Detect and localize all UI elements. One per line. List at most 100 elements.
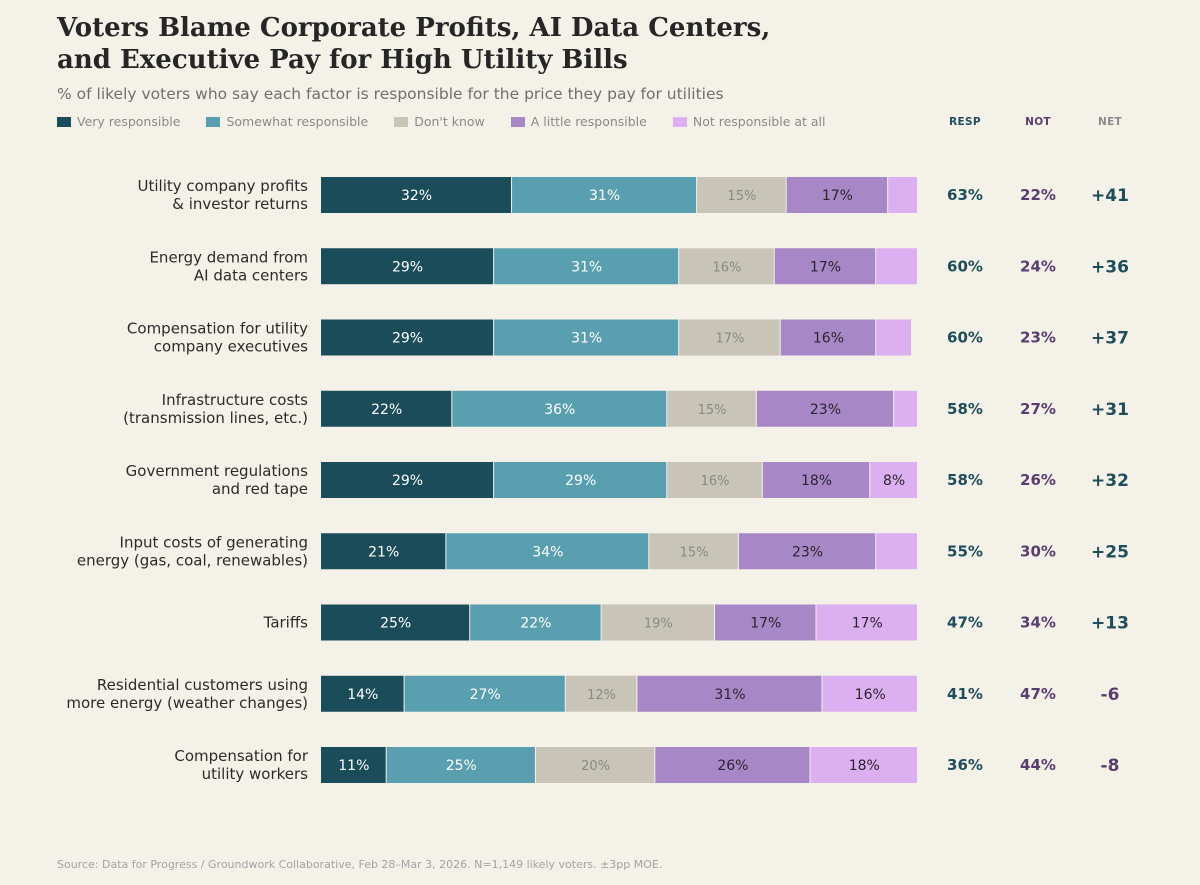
not-value: 30% [1020,542,1056,560]
not-value: 23% [1020,329,1056,347]
legend-swatch-very [57,116,71,127]
bar-value-label: 29% [392,473,423,489]
net-value: +41 [1091,186,1129,206]
bar-segment [321,533,446,570]
bar-value-label: 29% [565,473,596,489]
bar-segment [321,675,404,712]
bar-value-label: 15% [698,403,727,418]
bar-value-label: 16% [713,260,742,275]
bar-segment [601,604,715,641]
category-label: Energy demand from [149,248,308,266]
source-note: Source: Data for Progress / Groundwork C… [57,858,663,871]
bar-segment [870,462,917,498]
bar-value-label: 27% [470,687,501,703]
legend-item-not: Not responsible at all [672,114,826,129]
category-label: (transmission lines, etc.) [123,409,308,427]
bar-segment [470,604,601,641]
category-label: company executives [154,338,308,356]
resp-value: 47% [947,614,983,632]
bar-value-label: 23% [810,402,841,418]
bar-value-label: 31% [589,188,620,204]
bar-segment [637,675,822,712]
resp-value: 55% [947,542,983,560]
bar-value-label: 23% [792,544,823,560]
legend-swatch-little [510,116,525,127]
net-value: -6 [1101,685,1120,705]
net-value: +13 [1091,614,1129,634]
bar-segment [756,390,894,427]
bar-segment [655,747,810,783]
bar-value-label: 17% [852,616,883,632]
bar-segment [386,747,535,783]
resp-value: 60% [947,257,983,275]
bar-segment [321,248,494,285]
bar-value-label: 36% [544,402,575,418]
category-label: utility workers [202,765,309,783]
bar-segment [816,604,917,641]
bar-segment [667,462,762,498]
bar-value-label: 32% [401,188,432,204]
bar-value-label: 20% [581,759,610,774]
bar-segment [888,177,917,213]
column-header-net: NET [1097,116,1123,128]
category-label: energy (gas, coal, renewables) [77,551,308,569]
bar-segment [876,248,917,285]
legend-swatch-not [672,116,687,127]
bar-segment [894,390,917,427]
not-value: 47% [1020,685,1056,703]
bar-segment [876,319,912,356]
bar-value-label: 17% [810,259,841,275]
bar-segment [321,747,386,783]
legend-swatch-somewhat [206,116,221,127]
bar-segment [810,747,917,783]
bar-value-label: 19% [644,617,673,632]
legend-item-very: Very responsible [57,114,180,129]
bar-value-label: 18% [801,473,832,489]
not-value: 26% [1020,471,1056,489]
bar-value-label: 31% [571,331,602,347]
net-value: +31 [1091,400,1129,420]
resp-value: 63% [947,186,983,204]
category-label: and red tape [212,480,308,498]
bar-segment [321,462,494,498]
bar-segment [494,462,667,498]
bar-segment [535,747,655,783]
legend: Very responsible Somewhat responsible Do… [57,114,826,129]
column-header-not: NOT [1025,116,1051,128]
bar-value-label: 17% [750,616,781,632]
net-value: +25 [1091,542,1129,562]
resp-value: 36% [947,756,983,774]
category-label: more energy (weather changes) [66,694,308,712]
bar-value-label: 15% [727,189,756,204]
bar-segment [667,390,756,427]
bar-segment [494,319,679,356]
category-label: & investor returns [172,195,308,213]
bar-segment [494,248,679,285]
legend-item-little: A little responsible [510,114,647,129]
bar-value-label: 22% [371,402,402,418]
bar-segment [446,533,649,570]
column-header-resp: RESP [949,116,981,128]
bar-value-label: 17% [715,332,744,347]
category-label: Utility company profits [138,177,309,195]
title-line-1: Voters Blame Corporate Profits, AI Data … [57,13,771,43]
legend-label-not: Not responsible at all [692,114,826,129]
bar-value-label: 22% [520,616,551,632]
legend-item-dont-know: Don't know [394,114,485,129]
bar-segment [321,319,494,356]
bar-value-label: 25% [446,758,477,774]
bar-segment [321,177,512,213]
bar-segment [822,675,917,712]
bar-segment [774,248,876,285]
bar-segment [762,462,870,498]
resp-value: 41% [947,685,983,703]
category-label: Residential customers using [97,676,308,694]
legend-label-little: A little responsible [530,114,647,129]
bar-segment [738,533,876,570]
bar-value-label: 16% [701,474,730,489]
legend-swatch-dont-know [394,116,409,127]
bar-segment [697,177,786,213]
net-value: +32 [1091,471,1129,491]
bar-segment [404,675,565,712]
